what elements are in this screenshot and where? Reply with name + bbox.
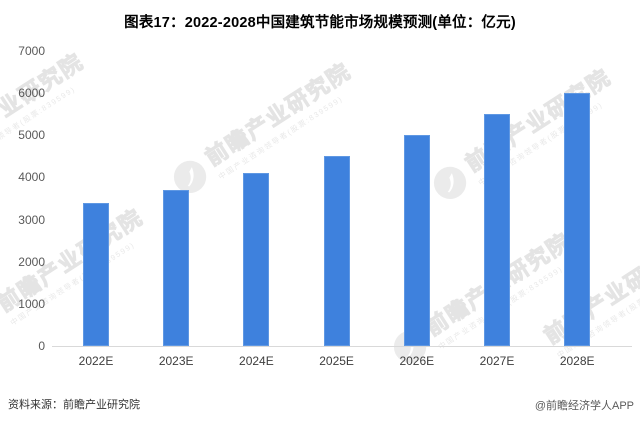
chart-title: 图表17：2022-2028中国建筑节能市场规模预测(单位：亿元)	[124, 15, 516, 31]
x-tick-label: 2023E	[158, 354, 194, 368]
bar-2027E	[484, 114, 510, 346]
x-tick-label: 2022E	[78, 354, 114, 368]
x-tick-label: 2024E	[239, 354, 274, 368]
y-tick-label: 7000	[18, 44, 45, 58]
bar-2028E	[564, 93, 591, 346]
x-tick-label: 2025E	[319, 354, 354, 368]
bar-2025E	[323, 156, 350, 346]
y-tick-label: 3000	[18, 212, 45, 227]
bar-2024E	[243, 173, 270, 346]
x-tick-label: 2027E	[479, 354, 515, 368]
x-tick-label: 2028E	[559, 354, 595, 368]
x-tick-label: 2026E	[399, 354, 435, 368]
credit-note: @前瞻经济学人APP	[534, 400, 634, 412]
y-tick-label: 2000	[18, 254, 45, 269]
x-axis-line	[52, 346, 632, 347]
bar-2026E	[403, 135, 430, 346]
y-tick-label: 4000	[18, 170, 45, 185]
y-tick-label: 5000	[18, 128, 45, 143]
y-tick-label: 1000	[18, 296, 45, 311]
bar-2023E	[163, 190, 190, 346]
bar-2022E	[83, 203, 109, 346]
y-tick-label: 6000	[18, 86, 45, 101]
y-tick-label: 0	[38, 339, 45, 353]
source-note: 资料来源：前瞻产业研究院	[8, 399, 140, 411]
